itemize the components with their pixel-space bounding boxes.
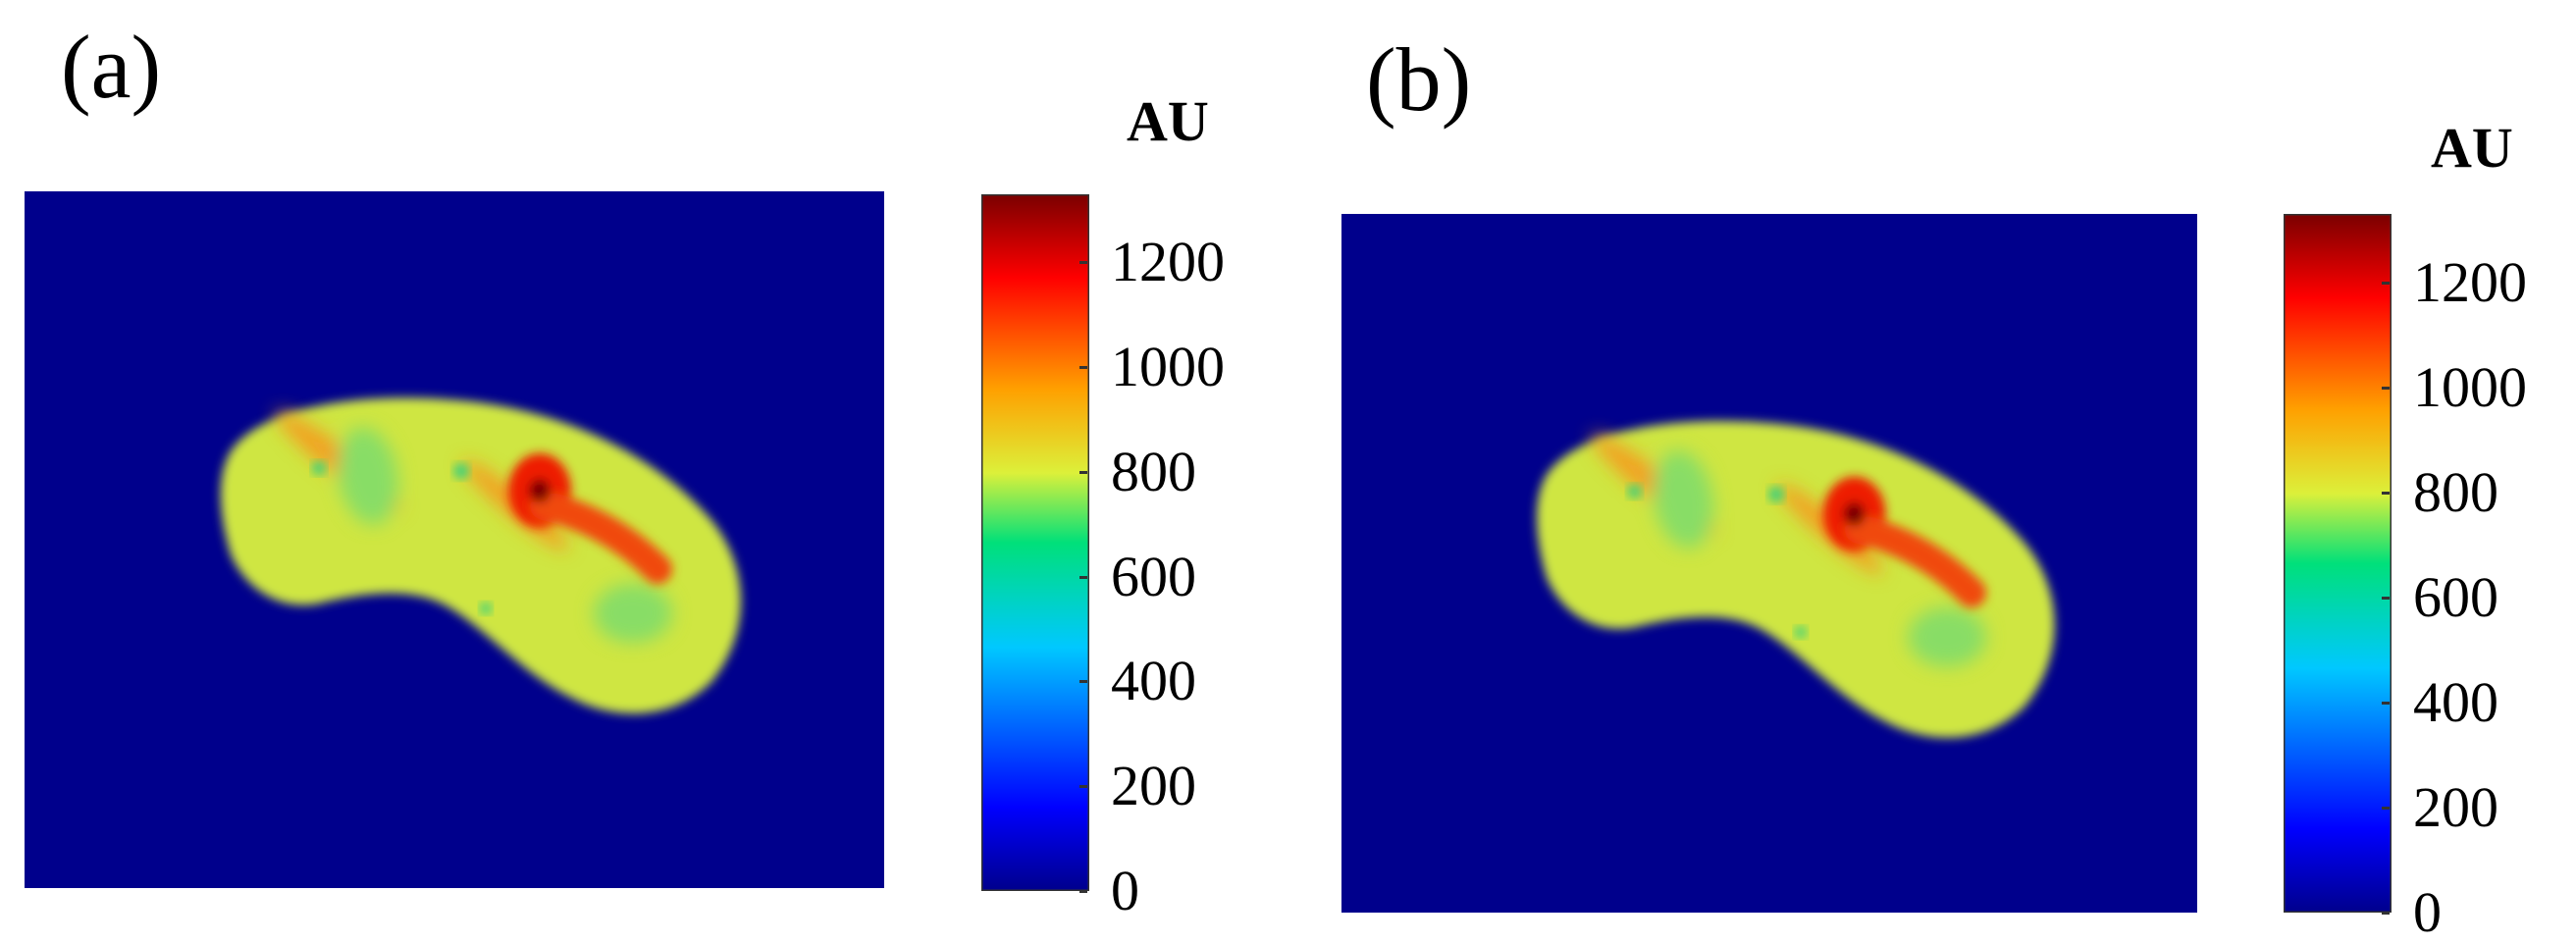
colorbar-tick-mark — [2382, 912, 2390, 915]
colorbar-tick-mark — [1079, 261, 1087, 265]
colorbar-tick-label: 0 — [1111, 859, 1139, 922]
colorbar-tick-label: 1000 — [2413, 354, 2527, 419]
colorbar-tick-label: 800 — [1111, 439, 1196, 503]
colorbar-tick-mark — [1079, 575, 1087, 579]
colorbar-tick-mark — [1079, 890, 1087, 893]
colorbar-unit-label-a: AU — [1127, 89, 1209, 153]
colorbar-tick-label: 200 — [2413, 774, 2498, 839]
colorbar-a — [981, 194, 1089, 891]
colorbar-tick-mark — [1079, 470, 1087, 474]
panel-label-b: (b) — [1366, 29, 1472, 130]
colorbar-tick-mark — [2382, 281, 2390, 285]
heatmap-image-b — [1341, 214, 2197, 913]
panel-label-a: (a) — [61, 17, 162, 117]
colorbar-tick-mark — [2382, 386, 2390, 390]
colorbar-tick-label: 1200 — [1111, 230, 1225, 294]
colorbar-tick-label: 200 — [1111, 754, 1196, 818]
colorbar-tick-label: 400 — [2413, 669, 2498, 734]
heatmap-image-a — [25, 191, 884, 888]
colorbar-tick-mark — [2382, 806, 2390, 810]
colorbar-tick-label: 1200 — [2413, 249, 2527, 314]
colorbar-tick-label: 800 — [2413, 459, 2498, 524]
colorbar-tick-mark — [1079, 366, 1087, 370]
colorbar-tick-mark — [1079, 680, 1087, 684]
colorbar-tick-mark — [2382, 596, 2390, 600]
panel-b: (b) AU — [1288, 0, 2575, 941]
colorbar-tick-label: 400 — [1111, 649, 1196, 713]
colorbar-tick-label: 600 — [1111, 544, 1196, 608]
colorbar-tick-mark — [2382, 701, 2390, 705]
colorbar-tick-mark — [2382, 491, 2390, 495]
colorbar-b — [2284, 214, 2392, 913]
colorbar-tick-label: 1000 — [1111, 335, 1225, 399]
colorbar-tick-label: 600 — [2413, 564, 2498, 629]
colorbar-tick-mark — [1079, 785, 1087, 789]
colorbar-unit-label-b: AU — [2431, 116, 2513, 180]
panel-a: (a) AU — [0, 0, 1288, 937]
colorbar-tick-label: 0 — [2413, 880, 2442, 944]
